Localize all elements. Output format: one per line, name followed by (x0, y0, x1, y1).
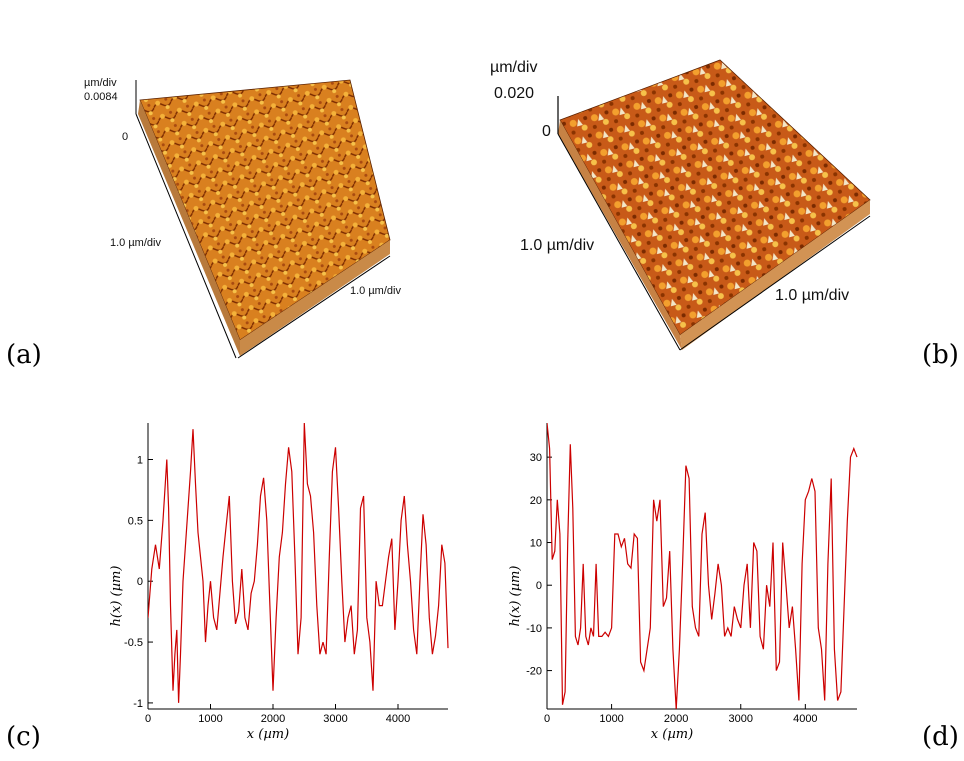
data-series-line (148, 422, 449, 703)
afm-surface-a: µm/div 0.0084 0 1.0 µm/div 1.0 µm/div (84, 77, 401, 359)
afm-b-x-scale: 1.0 µm/div (775, 287, 849, 304)
y-tick-label: 20 (530, 495, 542, 507)
x-tick-label: 3000 (323, 713, 347, 725)
y-tick-label: 0.5 (128, 515, 143, 527)
y-tick-label: -20 (526, 666, 542, 678)
afm-a-x-scale: 1.0 µm/div (350, 285, 401, 297)
panel-label-c: (c) (6, 722, 41, 752)
y-axis-title: h(x) (µm) (508, 566, 523, 627)
y-tick-label: 1 (137, 455, 143, 467)
data-series-line (547, 422, 858, 709)
afm-a-z-zero: 0 (122, 131, 128, 143)
x-tick-label: 4000 (386, 713, 410, 725)
panel-label-b: (b) (922, 340, 959, 370)
panel-label-d: (d) (922, 722, 959, 752)
x-tick-label: 0 (145, 713, 151, 725)
afm-a-y-scale: 1.0 µm/div (110, 237, 161, 249)
y-tick-label: 0 (536, 580, 542, 592)
x-tick-label: 1000 (198, 713, 222, 725)
x-tick-label: 3000 (729, 713, 753, 725)
y-axis-title: h(x) (µm) (109, 566, 124, 627)
y-tick-label: 0 (137, 576, 143, 588)
x-axis-title: x (µm) (247, 727, 289, 742)
x-tick-label: 2000 (664, 713, 688, 725)
x-tick-label: 4000 (793, 713, 817, 725)
y-tick-label: 30 (530, 452, 542, 464)
x-tick-label: 2000 (261, 713, 285, 725)
y-tick-label: 10 (530, 538, 542, 550)
afm-b-z-zero: 0 (542, 123, 551, 140)
x-axis-title: x (µm) (651, 727, 693, 742)
line-chart-d: 0 1000 2000 3000 4000 -20 -10 0 10 20 30 x (µm) h(x)… (508, 422, 858, 742)
afm-surface-b: µm/div 0.020 0 1.0 µm/div 1.0 µm/div (490, 59, 871, 351)
afm-b-z-unit: µm/div (490, 59, 537, 76)
afm-b-z-value: 0.020 (494, 85, 534, 102)
line-chart-c: 0 1000 2000 3000 4000 -1 -0.5 0 0.5 1 x (µm) h(x) (… (109, 422, 449, 742)
afm-a-z-unit: µm/div (84, 77, 117, 89)
y-tick-label: -1 (133, 698, 143, 710)
panel-label-a: (a) (6, 340, 42, 370)
afm-b-y-scale: 1.0 µm/div (520, 237, 594, 254)
x-tick-label: 1000 (599, 713, 623, 725)
afm-a-z-value: 0.0084 (84, 91, 118, 103)
y-tick-label: -10 (526, 623, 542, 635)
y-tick-label: -0.5 (124, 637, 143, 649)
x-tick-label: 0 (544, 713, 550, 725)
